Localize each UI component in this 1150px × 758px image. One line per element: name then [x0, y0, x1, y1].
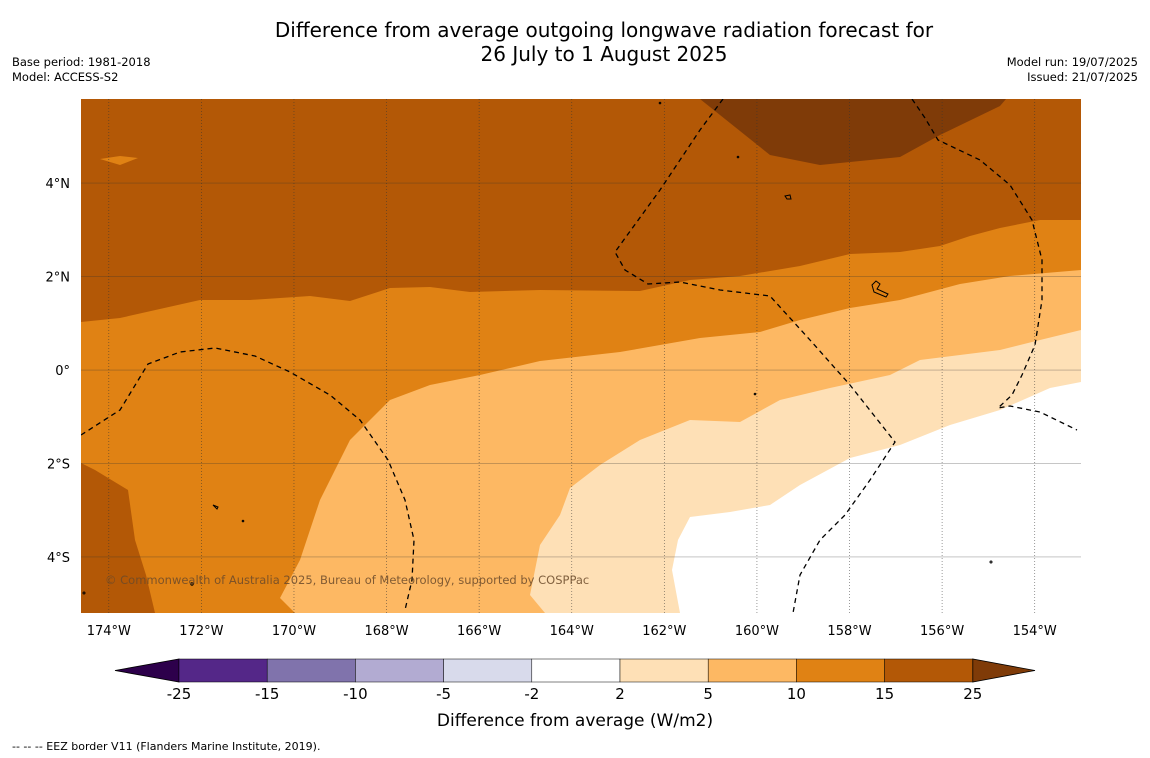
- meta-left: Base period: 1981-2018 Model: ACCESS-S2: [12, 55, 151, 85]
- colorbar-tick-label: 2: [615, 685, 625, 703]
- island-outline: [784, 194, 792, 200]
- colorbar-extend-low: [114, 658, 180, 683]
- base-period-text: Base period: 1981-2018: [12, 55, 151, 69]
- latitude-labels: 4°N 2°N 0° 2°S 4°S: [46, 177, 71, 566]
- longitude-tick-label: 164°W: [550, 624, 594, 639]
- island-dot: [989, 560, 993, 564]
- longitude-labels: 174°W 172°W 170°W 168°W 166°W 164°W 162°W 160°W…: [87, 624, 1057, 639]
- colorbar-tick-label: -2: [524, 685, 539, 703]
- copyright-text: © Commonwealth of Australia 2025, Bureau…: [105, 573, 589, 587]
- map-title: Difference from average outgoing longwav…: [0, 18, 1150, 66]
- longitude-tick-label: 172°W: [179, 624, 223, 639]
- colorbar-segment: [266, 658, 356, 683]
- colorbar-tick-label: 25: [963, 685, 982, 703]
- colorbar-extend-high: [972, 658, 1036, 683]
- longitude-tick-label: 162°W: [642, 624, 686, 639]
- latitude-tick-label: 2°N: [46, 271, 71, 286]
- region-15-25-sw: [81, 463, 155, 613]
- map-gridlines: [81, 99, 1081, 613]
- island-dot: [190, 582, 194, 586]
- region-25-plus: [700, 99, 1006, 165]
- colorbar-segment: [796, 658, 885, 683]
- colorbar-label: Difference from average (W/m2): [437, 711, 713, 731]
- colorbar-tick-label: -15: [255, 685, 280, 703]
- colorbar-tick-label: -10: [343, 685, 368, 703]
- eez-border-line-3: [81, 347, 415, 611]
- island-outline: [871, 280, 889, 298]
- eez-legend-footer: -- -- -- EEZ border V11 (Flanders Marine…: [12, 740, 321, 753]
- colorbar-segment: [443, 658, 533, 683]
- olr-anomaly-map: © Commonwealth of Australia 2025, Bureau…: [46, 99, 1081, 731]
- islands: [82, 101, 993, 595]
- latitude-tick-label: 4°N: [46, 177, 71, 192]
- title-line-2: 26 July to 1 August 2025: [480, 42, 728, 66]
- longitude-tick-label: 170°W: [272, 624, 316, 639]
- colorbar-tick-label: -5: [436, 685, 451, 703]
- model-text: Model: ACCESS-S2: [12, 70, 119, 84]
- colorbar-segment: [619, 658, 709, 683]
- island-dot: [241, 519, 245, 523]
- region-neutral: [672, 382, 1081, 613]
- longitude-tick-label: 174°W: [87, 624, 131, 639]
- colorbar-segment: [884, 658, 974, 683]
- eez-border-line-2: [911, 99, 1078, 431]
- title-line-1: Difference from average outgoing longwav…: [274, 18, 934, 42]
- island-dot: [82, 591, 86, 595]
- colorbar-segment: [531, 658, 621, 683]
- meta-right: Model run: 19/07/2025 Issued: 21/07/2025: [1007, 55, 1138, 85]
- longitude-tick-label: 166°W: [457, 624, 501, 639]
- longitude-tick-label: 168°W: [364, 624, 408, 639]
- colorbar-tick-label: 5: [703, 685, 713, 703]
- longitude-tick-label: 154°W: [1013, 624, 1057, 639]
- longitude-tick-label: 158°W: [827, 624, 871, 639]
- colorbar-tick-label: 15: [875, 685, 894, 703]
- longitude-tick-label: 156°W: [920, 624, 964, 639]
- region-10-15-patch: [100, 156, 138, 165]
- longitude-tick-label: 160°W: [735, 624, 779, 639]
- map-plot-area: © Commonwealth of Australia 2025, Bureau…: [81, 99, 1081, 613]
- colorbar: -25 -15 -10 -5 -2 2 5 10 15 25: [114, 658, 1036, 703]
- eez-border-line-1: [614, 99, 896, 613]
- model-run-text: Model run: 19/07/2025: [1006, 55, 1138, 69]
- latitude-tick-label: 0°: [55, 364, 70, 379]
- colorbar-tick-label: -25: [167, 685, 192, 703]
- island-dot: [736, 155, 740, 159]
- issued-text: Issued: 21/07/2025: [1027, 70, 1138, 84]
- colorbar-segment: [355, 658, 444, 683]
- island-dot: [658, 101, 662, 105]
- island-dot: [753, 392, 757, 396]
- colorbar-segment: [178, 658, 268, 683]
- colorbar-segment: [707, 658, 797, 683]
- colorbar-tick-label: 10: [787, 685, 806, 703]
- latitude-tick-label: 2°S: [47, 457, 70, 472]
- island-outline: [212, 504, 219, 510]
- eez-borders: [81, 99, 1078, 613]
- latitude-tick-label: 4°S: [47, 551, 70, 566]
